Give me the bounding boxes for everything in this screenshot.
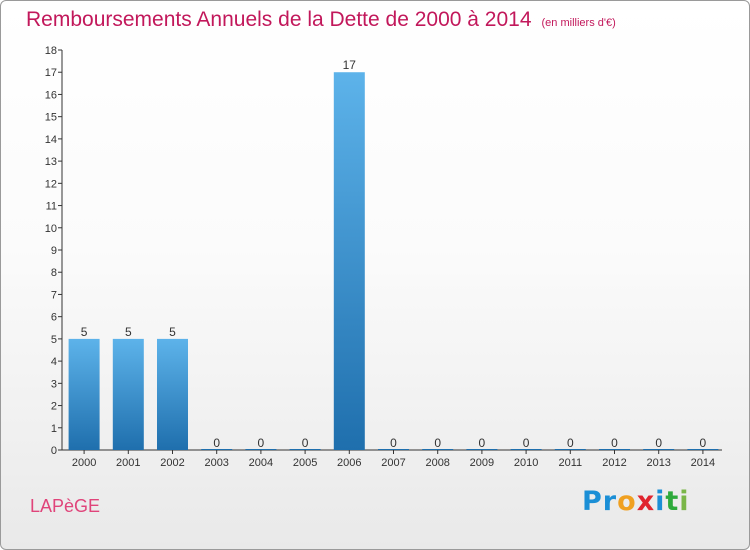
y-tick-label: 7 (51, 289, 57, 301)
x-tick-label: 2000 (72, 457, 96, 469)
x-tick-label: 2003 (204, 457, 228, 469)
y-tick-label: 5 (51, 334, 57, 346)
x-tick-label: 2001 (116, 457, 140, 469)
y-tick-label: 17 (45, 67, 57, 79)
y-tick-label: 11 (46, 201, 57, 213)
bar (112, 338, 144, 450)
proxiti-logo[interactable]: Proxiti (582, 486, 690, 517)
x-tick-label: 2009 (470, 457, 494, 469)
bar (68, 338, 100, 450)
bar-value-label: 0 (479, 436, 486, 450)
bar-value-label: 5 (81, 325, 88, 339)
bar (157, 338, 188, 450)
chart-title-block: Remboursements Annuels de la Dette de 20… (26, 8, 616, 32)
bar-value-label: 5 (169, 325, 176, 339)
x-tick-label: 2006 (337, 457, 361, 469)
bar-value-label: 0 (655, 436, 662, 450)
bar-value-label: 5 (125, 325, 132, 339)
x-tick-label: 2007 (381, 457, 405, 469)
bar-value-label: 0 (700, 436, 707, 450)
bar (333, 72, 365, 450)
x-tick-label: 2012 (602, 457, 626, 469)
x-tick-label: 2013 (646, 457, 670, 469)
bar-value-label: 17 (343, 58, 357, 72)
bar-value-label: 0 (258, 436, 265, 450)
y-tick-label: 0 (51, 445, 57, 457)
y-tick-label: 13 (45, 156, 57, 168)
y-tick-label: 18 (45, 45, 57, 57)
y-tick-label: 12 (45, 178, 57, 190)
y-tick-label: 4 (51, 356, 57, 368)
bar-value-label: 0 (611, 436, 618, 450)
bar-value-label: 0 (213, 436, 220, 450)
x-tick-label: 2004 (249, 457, 273, 469)
commune-name: LAPèGE (30, 496, 101, 516)
y-tick-label: 15 (45, 112, 57, 124)
x-tick-label: 2011 (558, 457, 582, 469)
bar-value-label: 0 (390, 436, 397, 450)
x-tick-label: 2005 (293, 457, 317, 469)
y-tick-label: 2 (51, 401, 57, 413)
bar-value-label: 0 (434, 436, 441, 450)
y-tick-label: 16 (45, 89, 57, 101)
x-tick-label: 2014 (691, 457, 715, 469)
x-tick-label: 2002 (160, 457, 184, 469)
chart-subtitle: (en milliers d'€) (541, 17, 616, 29)
y-tick-label: 14 (45, 134, 57, 146)
y-tick-label: 10 (45, 223, 57, 235)
y-tick-label: 8 (51, 267, 57, 279)
y-tick-label: 3 (51, 378, 57, 390)
y-tick-label: 6 (51, 312, 57, 324)
bar-value-label: 0 (302, 436, 309, 450)
bar-value-label: 0 (567, 436, 574, 450)
chart-title: Remboursements Annuels de la Dette de 20… (26, 8, 532, 31)
y-tick-label: 1 (51, 423, 57, 435)
bar-value-label: 0 (523, 436, 530, 450)
x-tick-label: 2010 (514, 457, 538, 469)
x-tick-label: 2008 (425, 457, 449, 469)
y-tick-label: 9 (51, 245, 57, 257)
